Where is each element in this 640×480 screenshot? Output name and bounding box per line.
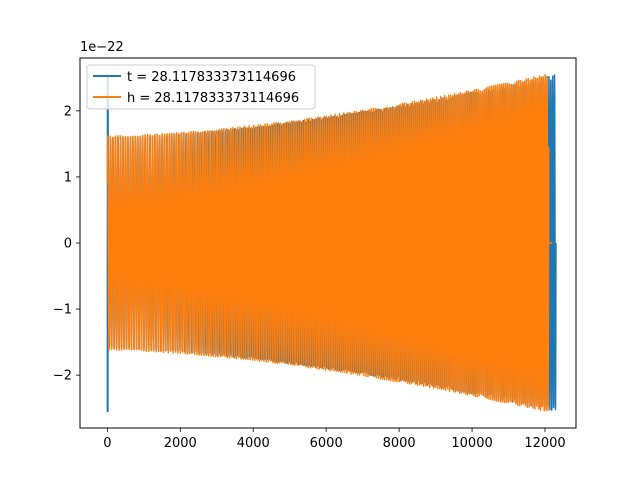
y-tick-label: −1 (53, 303, 72, 318)
legend-label-h: h = 28.117833373114696 (127, 91, 299, 106)
series-line-h (106, 73, 553, 412)
y-tick-label: −2 (53, 369, 72, 384)
y-tick-label: 2 (64, 104, 72, 119)
x-tick-label: 2000 (164, 436, 197, 451)
x-tick-label: 4000 (237, 436, 270, 451)
y-axis: −2 −1 0 1 2 (53, 104, 80, 384)
legend-label-t: t = 28.117833373114696 (127, 70, 296, 85)
legend-box (86, 64, 316, 110)
x-tick-label: 10000 (451, 436, 492, 451)
x-tick-label: 12000 (524, 436, 565, 451)
x-tick-label: 0 (103, 436, 111, 451)
x-tick-label: 8000 (383, 436, 416, 451)
x-axis: 0 2000 4000 6000 8000 10000 12000 (103, 428, 566, 451)
x-tick-label: 6000 (310, 436, 343, 451)
legend: t = 28.117833373114696 h = 28.1178333731… (86, 64, 316, 110)
y-tick-label: 0 (64, 237, 72, 252)
y-tick-label: 1 (64, 170, 72, 185)
y-scale-label: 1e−22 (80, 40, 124, 55)
